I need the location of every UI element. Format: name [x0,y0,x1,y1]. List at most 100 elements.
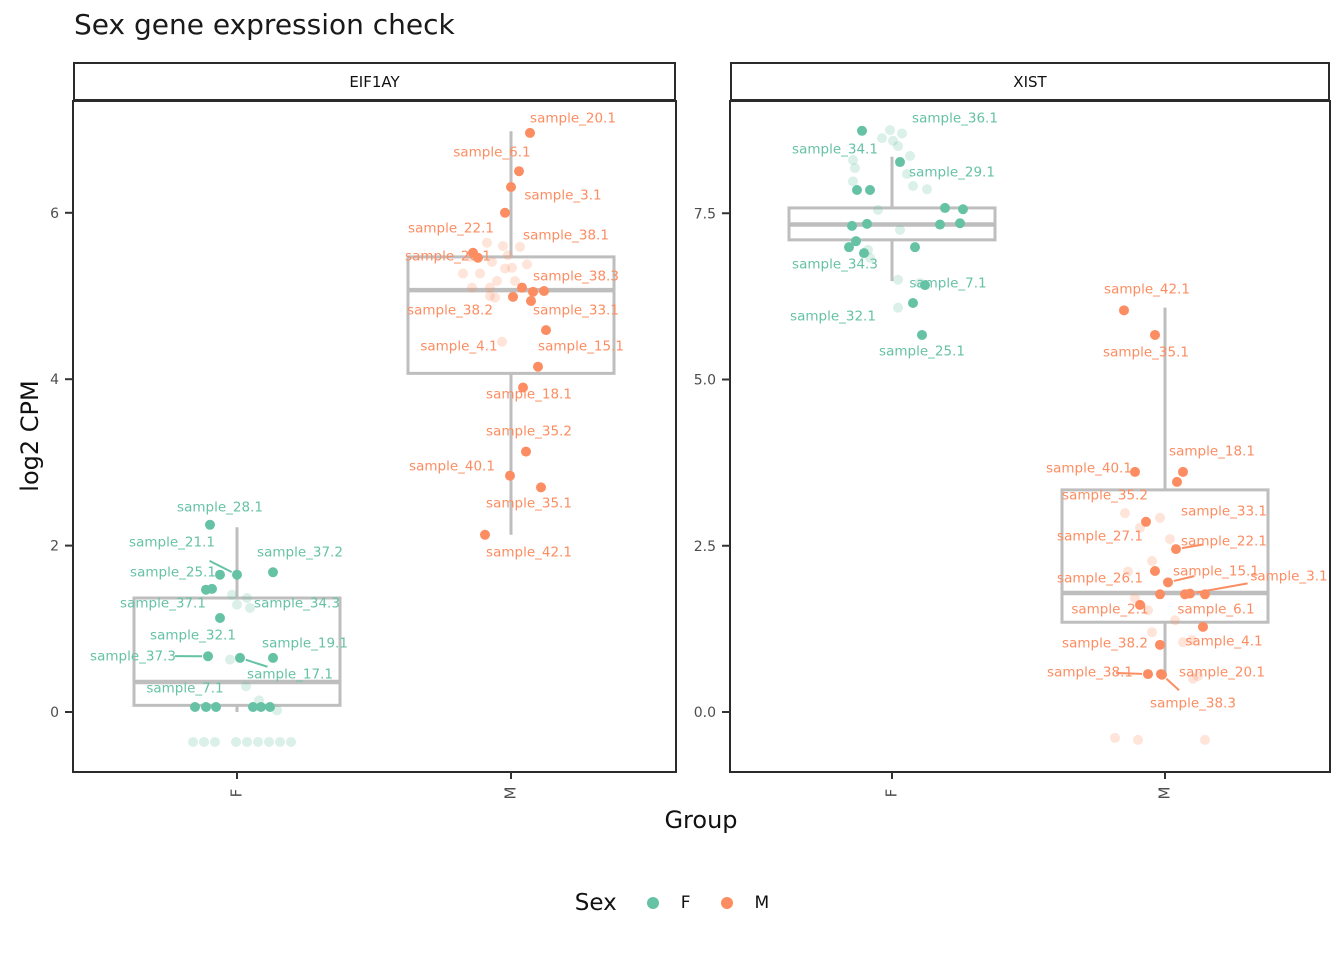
data-point-faded [482,237,492,248]
sample-label: sample_34.3 [792,257,878,273]
sample-label: sample_38.3 [533,269,619,285]
data-point [232,569,242,580]
sample-label: sample_6.1 [1177,602,1254,618]
y-tick-label: 2 [50,539,59,555]
data-point [265,702,275,713]
boxplot-box [1060,488,1270,624]
y-tick-label: 4 [50,372,59,388]
data-point-faded [1110,732,1120,743]
label-leader-line [1173,575,1195,582]
data-point-faded [225,654,235,665]
sample-label: sample_21.1 [129,535,215,551]
data-point-faded [275,736,285,747]
data-point-faded [848,176,858,187]
x-tick-label: M [1156,787,1174,800]
facet-panel-eif1ay: 0246Fsample_28.1sample_21.1sample_37.2sa… [50,100,677,799]
data-point-faded [515,241,525,252]
facet-strip-eif1ay: EIF1AY [73,62,676,101]
data-point-faded [242,736,252,747]
data-point [851,236,861,247]
data-point-faded [902,169,912,180]
data-point [1150,566,1160,577]
sample-label: sample_34.1 [792,142,878,158]
sample-label: sample_20.1 [1179,665,1265,681]
data-point [1172,476,1182,487]
data-point [958,204,968,215]
data-point [525,127,535,138]
data-point-faded [850,163,860,174]
sample-label: sample_35.2 [1062,488,1148,504]
data-point [1135,599,1145,610]
data-point-faded [1133,734,1143,745]
sample-label: sample_7.1 [909,276,986,292]
data-point [528,286,538,297]
label-leader-line [1165,678,1180,692]
data-point-faded [199,736,209,747]
sample-label: sample_20.1 [530,111,616,127]
data-point [910,242,920,253]
data-point-faded [1170,615,1180,626]
sample-label: sample_26.1 [1057,571,1143,587]
sample-label: sample_42.1 [486,545,572,561]
data-point [526,295,536,306]
data-point-faded [908,180,918,191]
sample-label: sample_38.2 [1062,636,1148,652]
sample-label: sample_37.2 [257,545,343,561]
sample-label: sample_33.1 [533,303,619,319]
data-point [235,652,245,663]
y-tick-label: 6 [50,206,59,222]
sample-label: sample_15.1 [1173,564,1259,580]
data-point-faded [231,736,241,747]
label-leader-line [1181,543,1203,550]
sample-label: sample_22.1 [408,221,494,237]
sample-label: sample_18.1 [1169,444,1255,460]
legend-key-m: M [720,893,770,913]
data-point [940,202,950,213]
data-point [895,157,905,168]
y-tick-label: 2.5 [694,539,716,555]
data-point-faded [1147,627,1157,638]
data-point-faded [245,603,255,613]
data-point [256,702,266,713]
label-leader-line [245,658,268,668]
data-point-faded [232,599,242,610]
data-point-faded [522,259,532,270]
data-point-faded [485,282,495,293]
legend-key-f: F [646,893,691,913]
data-point [514,166,524,177]
sample-label: sample_7.1 [146,681,223,697]
x-axis-title: Group [664,806,738,834]
data-point-faded [1120,508,1130,519]
data-point [862,218,872,229]
sample-label: sample_42.1 [1104,282,1190,298]
data-point [1178,466,1188,477]
legend-label-f: F [680,893,691,913]
sample-label: sample_35.1 [486,496,572,512]
data-point [1180,589,1190,600]
legend-label-m: M [754,893,770,913]
data-point-faded [922,184,932,195]
sample-label: sample_37.3 [90,649,176,665]
x-tick-label: M [502,787,520,800]
sample-label: sample_25.1 [879,344,965,360]
data-point [468,247,478,258]
facet-strip-label: EIF1AY [349,72,400,91]
data-point [908,298,918,309]
data-point-faded [241,681,251,692]
sample-label: sample_4.1 [420,339,497,355]
sample-label: sample_32.1 [150,628,236,644]
sample-label: sample_2.1 [1071,602,1148,618]
data-point [852,184,862,195]
data-point-faded [888,135,898,146]
data-point [248,702,258,713]
legend-dot-f-icon [646,897,659,909]
data-point-faded [264,736,274,747]
data-point-faded [1143,605,1153,616]
data-point-faded [1187,635,1197,646]
sample-label: sample_4.1 [1185,634,1262,650]
sample-label: sample_33.1 [1181,504,1267,520]
data-point-faded [490,292,500,303]
data-point-faded [487,256,497,267]
sample-label: sample_17.1 [247,667,333,683]
